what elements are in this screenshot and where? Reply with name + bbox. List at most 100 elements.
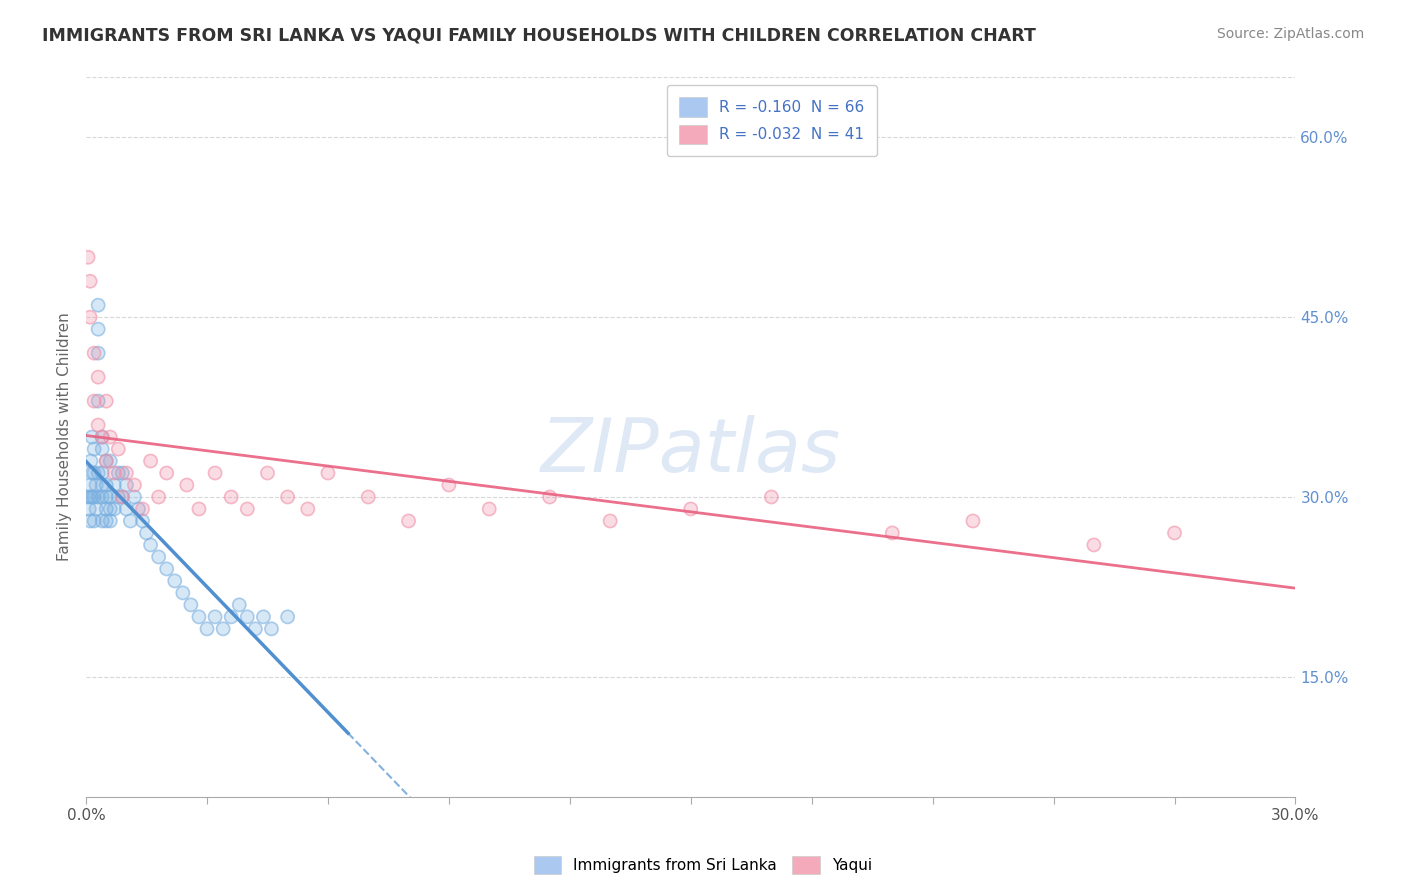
- Point: [962, 514, 984, 528]
- Point: [127, 502, 149, 516]
- Point: [79, 514, 101, 528]
- Point: [111, 490, 134, 504]
- Point: [103, 466, 125, 480]
- Point: [83, 394, 105, 409]
- Point: [107, 442, 129, 456]
- Point: [437, 478, 460, 492]
- Point: [882, 525, 904, 540]
- Point: [79, 502, 101, 516]
- Point: [77, 490, 100, 504]
- Point: [103, 502, 125, 516]
- Point: [538, 490, 561, 504]
- Point: [83, 490, 105, 504]
- Point: [83, 466, 105, 480]
- Point: [172, 586, 194, 600]
- Point: [163, 574, 186, 588]
- Point: [107, 466, 129, 480]
- Point: [219, 610, 242, 624]
- Point: [761, 490, 783, 504]
- Point: [260, 622, 283, 636]
- Point: [96, 514, 118, 528]
- Point: [180, 598, 202, 612]
- Point: [139, 454, 162, 468]
- Point: [80, 490, 103, 504]
- Point: [83, 466, 105, 480]
- Point: [77, 490, 100, 504]
- Point: [77, 250, 100, 264]
- Point: [83, 490, 105, 504]
- Point: [148, 549, 170, 564]
- Point: [91, 442, 114, 456]
- Point: [131, 514, 153, 528]
- Point: [87, 370, 110, 384]
- Point: [187, 502, 209, 516]
- Point: [87, 394, 110, 409]
- Point: [156, 562, 179, 576]
- Point: [131, 514, 153, 528]
- Point: [91, 478, 114, 492]
- Point: [83, 514, 105, 528]
- Point: [260, 622, 283, 636]
- Point: [107, 466, 129, 480]
- Point: [98, 430, 121, 444]
- Point: [111, 466, 134, 480]
- Point: [91, 490, 114, 504]
- Legend: R = -0.160  N = 66, R = -0.032  N = 41: R = -0.160 N = 66, R = -0.032 N = 41: [668, 85, 876, 156]
- Point: [124, 490, 146, 504]
- Point: [87, 322, 110, 336]
- Point: [115, 466, 138, 480]
- Point: [187, 610, 209, 624]
- Point: [115, 478, 138, 492]
- Point: [80, 454, 103, 468]
- Point: [761, 490, 783, 504]
- Point: [98, 502, 121, 516]
- Point: [79, 478, 101, 492]
- Point: [83, 442, 105, 456]
- Point: [176, 478, 198, 492]
- Point: [187, 610, 209, 624]
- Point: [212, 622, 235, 636]
- Point: [98, 454, 121, 468]
- Point: [599, 514, 621, 528]
- Point: [83, 442, 105, 456]
- Point: [599, 514, 621, 528]
- Point: [180, 598, 202, 612]
- Point: [83, 514, 105, 528]
- Point: [245, 622, 267, 636]
- Point: [87, 346, 110, 360]
- Point: [316, 466, 339, 480]
- Text: IMMIGRANTS FROM SRI LANKA VS YAQUI FAMILY HOUSEHOLDS WITH CHILDREN CORRELATION C: IMMIGRANTS FROM SRI LANKA VS YAQUI FAMIL…: [42, 27, 1036, 45]
- Point: [148, 549, 170, 564]
- Point: [120, 514, 142, 528]
- Point: [103, 466, 125, 480]
- Text: ZIPatlas: ZIPatlas: [541, 416, 841, 487]
- Point: [82, 490, 104, 504]
- Point: [83, 394, 105, 409]
- Point: [83, 346, 105, 360]
- Point: [124, 490, 146, 504]
- Point: [84, 478, 107, 492]
- Point: [398, 514, 420, 528]
- Point: [79, 478, 101, 492]
- Point: [82, 466, 104, 480]
- Point: [87, 322, 110, 336]
- Point: [98, 490, 121, 504]
- Point: [195, 622, 218, 636]
- Point: [139, 538, 162, 552]
- Point: [252, 610, 274, 624]
- Point: [96, 454, 118, 468]
- Point: [277, 610, 299, 624]
- Point: [87, 298, 110, 312]
- Point: [87, 346, 110, 360]
- Point: [87, 394, 110, 409]
- Point: [96, 394, 118, 409]
- Point: [124, 478, 146, 492]
- Point: [107, 490, 129, 504]
- Point: [135, 525, 157, 540]
- Point: [245, 622, 267, 636]
- Point: [91, 466, 114, 480]
- Point: [87, 490, 110, 504]
- Point: [478, 502, 501, 516]
- Point: [120, 514, 142, 528]
- Point: [91, 466, 114, 480]
